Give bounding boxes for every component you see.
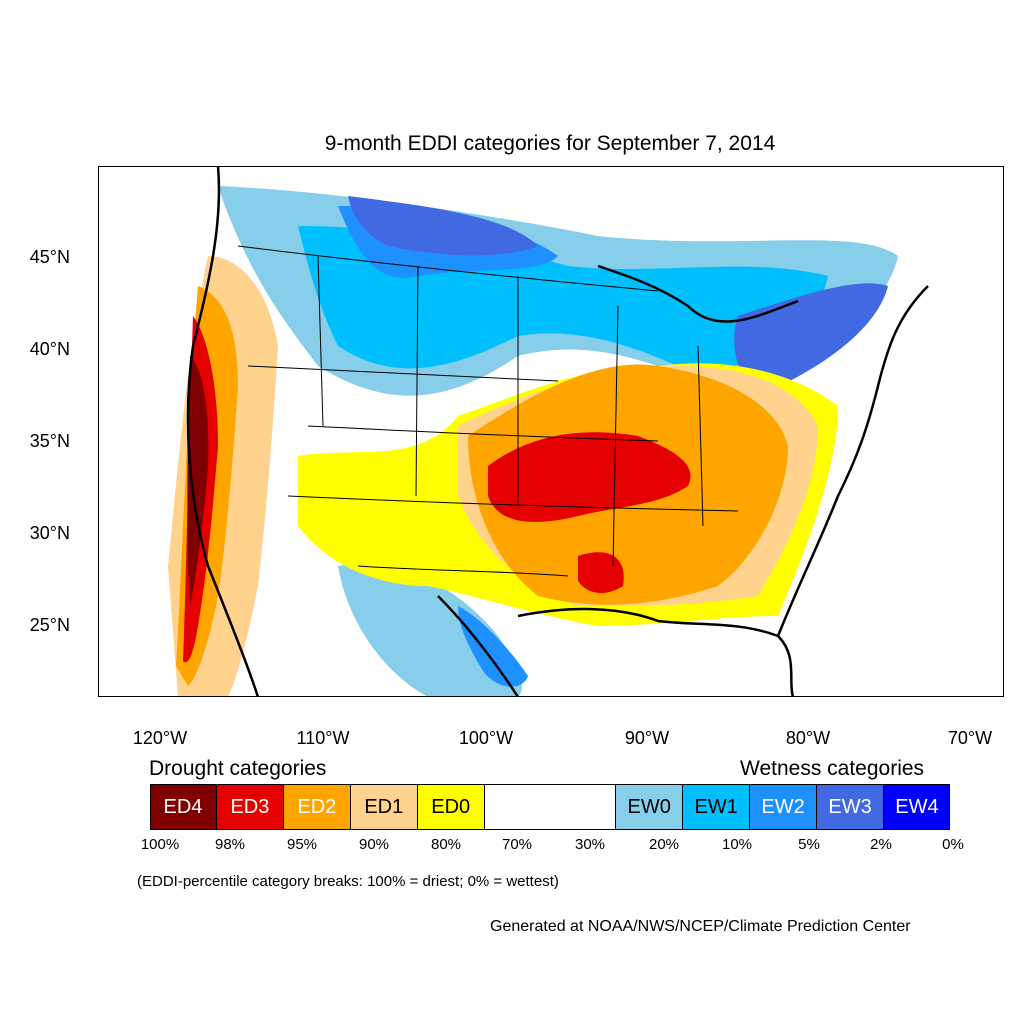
legend-swatch-ew1: EW1: [683, 784, 751, 830]
legend-swatch-neutral: [484, 784, 617, 830]
category-legend: ED4 ED3 ED2 ED1 ED0 EW0 EW1 EW2 EW3 EW4: [150, 784, 950, 830]
legend-swatch-ed3: ED3: [216, 784, 284, 830]
drought-categories-heading: Drought categories: [149, 757, 327, 780]
lat-label-40n: 40°N: [29, 339, 70, 359]
eddi-map: [98, 166, 1004, 697]
break-label: 100%: [140, 836, 180, 853]
category-breaks-note: (EDDI-percentile category breaks: 100% =…: [137, 873, 559, 890]
legend-label-ed1: ED1: [364, 795, 404, 818]
legend-label-ed4: ED4: [163, 795, 203, 818]
break-label: 10%: [721, 836, 753, 853]
legend-label-ed2: ED2: [297, 795, 337, 818]
legend-swatch-ew0: EW0: [616, 784, 684, 830]
legend-label-ed0: ED0: [431, 795, 471, 818]
legend-swatch-ew4: EW4: [884, 784, 950, 830]
lon-label-70w: 70°W: [947, 728, 993, 748]
break-label: 30%: [574, 836, 606, 853]
drought-region-ed3: [488, 432, 691, 522]
lon-label-80w: 80°W: [785, 728, 831, 748]
break-label: 95%: [286, 836, 318, 853]
map-title: 9-month EDDI categories for September 7,…: [324, 132, 776, 155]
legend-swatch-ed1: ED1: [350, 784, 418, 830]
drought-region-ed3-south: [578, 552, 624, 593]
category-regions: [168, 186, 898, 697]
lon-label-100w: 100°W: [458, 728, 514, 748]
break-label: 80%: [430, 836, 462, 853]
legend-swatch-ed0: ED0: [417, 784, 485, 830]
break-label: 5%: [798, 836, 820, 853]
legend-label-ew0: EW0: [627, 795, 671, 818]
break-label: 90%: [358, 836, 390, 853]
legend-swatch-ew2: EW2: [750, 784, 818, 830]
break-label: 2%: [870, 836, 892, 853]
wet-region-north-ew3: [348, 196, 538, 256]
lat-label-45n: 45°N: [29, 247, 70, 267]
wet-region-texas-coast: [458, 606, 528, 687]
credit-line: Generated at NOAA/NWS/NCEP/Climate Predi…: [490, 918, 911, 935]
legend-swatch-ed2: ED2: [283, 784, 351, 830]
break-label: 98%: [214, 836, 246, 853]
legend-label-ew3: EW3: [828, 795, 872, 818]
drought-region-westcoast-ed4: [187, 356, 209, 606]
coastlines: [186, 166, 929, 697]
state-boundaries: [237, 245, 739, 577]
lat-label-25n: 25°N: [29, 615, 70, 635]
legend-label-ew2: EW2: [761, 795, 805, 818]
legend-swatch-ed4: ED4: [150, 784, 217, 830]
wet-region-southwest: [338, 564, 522, 697]
legend-swatch-ew3: EW3: [817, 784, 884, 830]
lon-label-120w: 120°W: [132, 728, 188, 748]
legend-label-ed3: ED3: [230, 795, 270, 818]
break-label: 70%: [501, 836, 533, 853]
lon-label-110w: 110°W: [296, 728, 350, 748]
legend-label-ew4: EW4: [895, 795, 939, 818]
break-label: 0%: [942, 836, 964, 853]
lat-label-30n: 30°N: [29, 523, 70, 543]
legend-label-ew1: EW1: [694, 795, 738, 818]
lat-label-35n: 35°N: [29, 431, 70, 451]
wetness-categories-heading: Wetness categories: [740, 757, 925, 780]
break-label: 20%: [648, 836, 680, 853]
lon-label-90w: 90°W: [624, 728, 670, 748]
